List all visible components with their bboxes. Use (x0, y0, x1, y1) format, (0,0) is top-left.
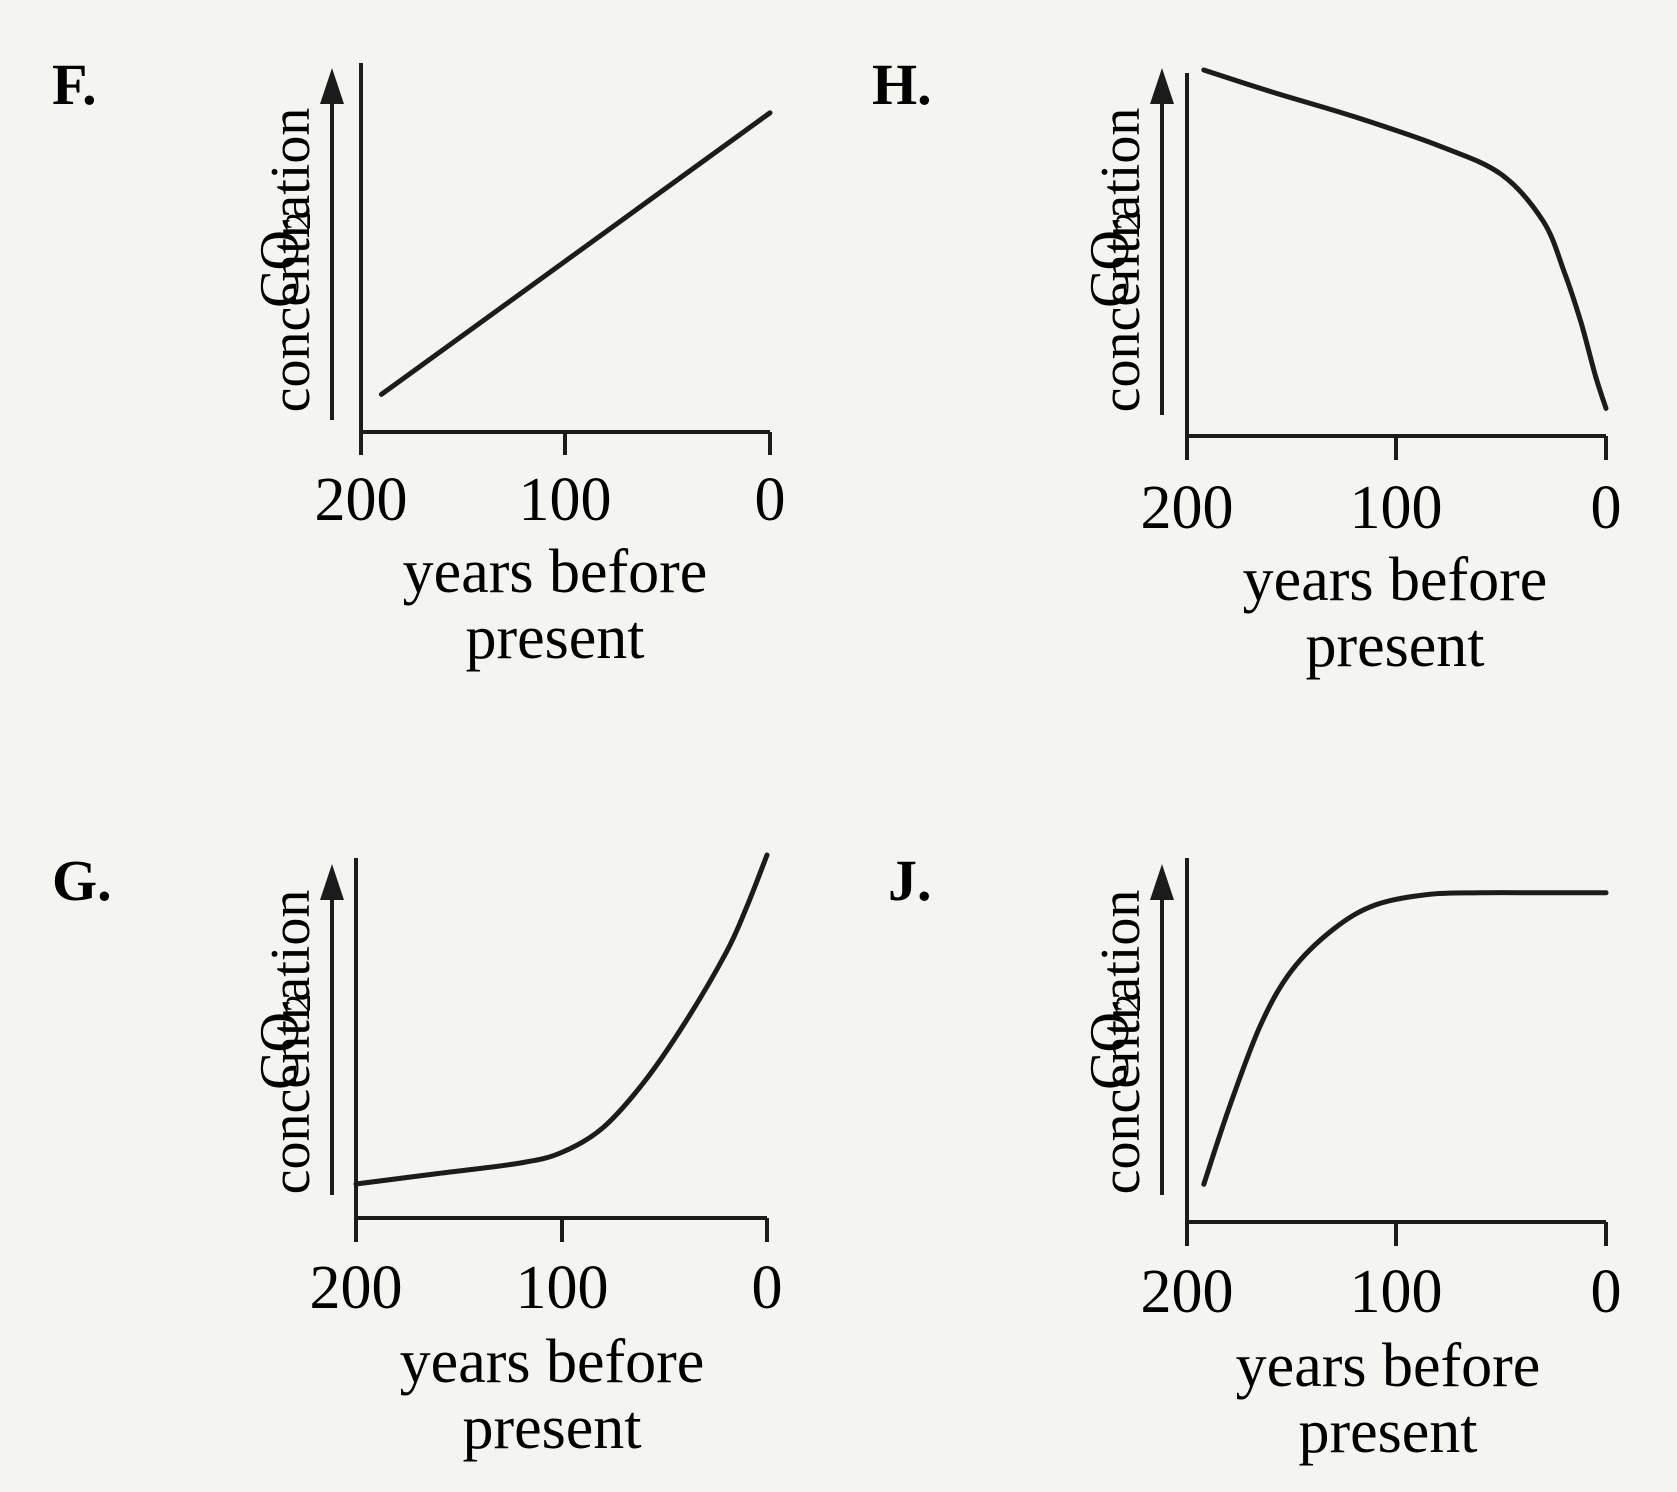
y-arrow-head (320, 864, 344, 900)
svg-text:CO2: CO2 (249, 212, 318, 308)
ylabel-co2: CO2 (249, 994, 318, 1090)
x-axis-label: years before (400, 1328, 705, 1396)
ylabel-co2: CO2 (1079, 994, 1148, 1090)
x-tick-label: 100 (1350, 474, 1443, 542)
x-tick-label: 0 (1591, 474, 1622, 542)
panel-label: G. (52, 848, 112, 913)
ylabel-concentration: concentration (1090, 890, 1152, 1195)
x-axis-label: years before (1236, 1332, 1541, 1400)
panel-f: F. CO2 concentration 200 100 0 years bef… (52, 52, 786, 672)
x-axis-label: present (1305, 612, 1484, 680)
x-tick-label: 0 (755, 466, 786, 534)
data-line (1201, 67, 1609, 411)
x-tick-label: 200 (1141, 474, 1234, 542)
ylabel-concentration: concentration (260, 108, 322, 413)
data-line (1201, 890, 1609, 1187)
data-line (378, 110, 773, 397)
x-axis-label: present (465, 604, 644, 672)
panel-h: H. CO2 concentration 200 100 0 years bef… (872, 52, 1622, 680)
ylabel-co2: CO2 (1079, 212, 1148, 308)
svg-text:concentration: concentration (1090, 108, 1152, 413)
svg-text:CO2: CO2 (249, 994, 318, 1090)
x-tick-label: 200 (1141, 1258, 1234, 1326)
x-axis-label: years before (403, 538, 708, 606)
panel-g: G. CO2 concentration 200 100 0 years bef… (52, 848, 783, 1462)
x-tick-label: 100 (1350, 1258, 1443, 1326)
svg-text:CO2: CO2 (1079, 212, 1148, 308)
data-line (353, 852, 770, 1187)
svg-text:CO2: CO2 (1079, 994, 1148, 1090)
panel-label: F. (52, 52, 97, 117)
y-arrow-head (1150, 68, 1174, 104)
svg-text:concentration: concentration (260, 890, 322, 1195)
ylabel-co2: CO2 (249, 212, 318, 308)
x-tick-label: 0 (752, 1254, 783, 1322)
x-tick-label: 200 (315, 466, 408, 534)
x-axis-label: present (462, 1394, 641, 1462)
x-tick-label: 0 (1591, 1258, 1622, 1326)
ylabel-concentration: concentration (260, 890, 322, 1195)
y-arrow-head (1150, 864, 1174, 900)
panel-label: J. (888, 848, 932, 913)
ylabel-concentration: concentration (1090, 108, 1152, 413)
x-tick-label: 100 (516, 1254, 609, 1322)
panel-label: H. (872, 52, 932, 117)
y-arrow-head (320, 68, 344, 104)
svg-text:concentration: concentration (260, 108, 322, 413)
x-axis-label: years before (1243, 546, 1548, 614)
x-axis-label: present (1298, 1398, 1477, 1466)
x-tick-label: 200 (310, 1254, 403, 1322)
x-tick-label: 100 (519, 466, 612, 534)
svg-text:concentration: concentration (1090, 890, 1152, 1195)
panel-j: J. CO2 concentration 200 100 0 years bef… (888, 848, 1622, 1466)
